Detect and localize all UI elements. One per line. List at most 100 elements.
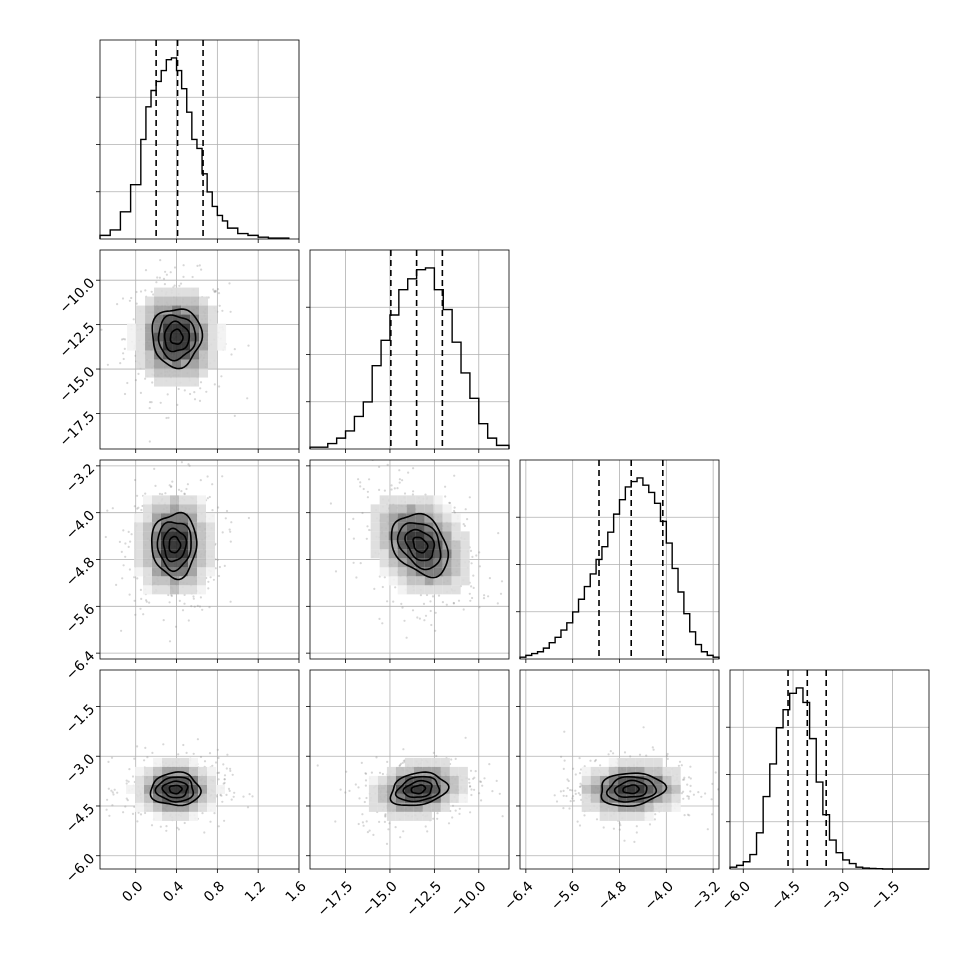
- scatter-point: [381, 585, 384, 589]
- pair-panel-0-3: [99, 669, 300, 870]
- density-cell: [581, 775, 591, 785]
- scatter-point: [230, 353, 233, 356]
- scatter-point: [131, 812, 135, 816]
- density-cell: [671, 802, 681, 812]
- density-cell: [397, 576, 407, 586]
- density-cell: [145, 359, 155, 369]
- scatter-point: [648, 823, 652, 826]
- scatter-point: [173, 284, 176, 287]
- scatter-point: [424, 614, 428, 617]
- density-cell: [162, 766, 172, 776]
- density-cell: [644, 784, 654, 794]
- scatter-point: [430, 623, 433, 627]
- density-cell: [178, 540, 188, 550]
- density-cell: [388, 576, 398, 586]
- scatter-point: [120, 629, 123, 632]
- scatter-point: [199, 479, 202, 482]
- contour-level: [163, 320, 191, 353]
- scatter-point: [122, 337, 125, 341]
- scatter-point: [135, 290, 138, 294]
- scatter-point: [347, 528, 351, 531]
- scatter-point: [208, 752, 212, 755]
- scatter-point: [186, 483, 189, 486]
- scatter-point: [359, 481, 362, 484]
- scatter-point: [206, 475, 209, 478]
- density-cell: [451, 585, 461, 595]
- scatter-point: [469, 811, 472, 814]
- density-cell: [199, 350, 209, 360]
- scatter-point: [226, 753, 229, 756]
- contour-level: [157, 314, 197, 362]
- density-cell: [653, 766, 663, 776]
- y-tick-label: −1.5: [63, 701, 98, 736]
- panel-frame: [729, 669, 930, 870]
- scatter-point: [128, 768, 131, 771]
- scatter-point: [218, 304, 221, 307]
- density-cell: [626, 757, 636, 767]
- scatter-point: [352, 561, 355, 564]
- density-cell: [172, 296, 182, 306]
- scatter-point: [424, 825, 427, 828]
- scatter-point: [682, 797, 685, 800]
- scatter-point: [365, 820, 368, 823]
- scatter-point: [134, 478, 137, 482]
- density-cell: [178, 504, 188, 514]
- scatter-point: [223, 564, 226, 568]
- x-tick-label: −17.5: [315, 878, 357, 920]
- density-cell: [160, 495, 170, 505]
- scatter-point: [125, 782, 128, 785]
- density-cell: [208, 323, 218, 333]
- scatter-point: [126, 799, 129, 802]
- scatter-point: [578, 824, 582, 827]
- density-cell: [207, 784, 217, 794]
- scatter-point: [220, 794, 223, 797]
- density-cell: [187, 504, 197, 514]
- scatter-point: [399, 836, 402, 839]
- scatter-point: [214, 761, 218, 764]
- density-cell: [145, 350, 155, 360]
- scatter-point: [225, 767, 228, 770]
- scatter-point: [683, 814, 686, 817]
- scatter-point: [159, 825, 162, 828]
- density-cell: [154, 377, 164, 387]
- scatter-point: [697, 791, 700, 794]
- hist-panel-2: [516, 459, 720, 660]
- scatter-point: [441, 601, 444, 604]
- density-cell: [207, 802, 217, 812]
- scatter-point: [651, 746, 654, 749]
- scatter-point: [689, 765, 692, 768]
- density-cell: [415, 549, 425, 559]
- scatter-point: [208, 495, 211, 499]
- density-cell: [442, 540, 452, 550]
- scatter-point: [143, 759, 146, 762]
- x-tick-label: 1.6: [283, 878, 310, 905]
- density-cell: [178, 567, 188, 577]
- density-cell: [196, 576, 206, 586]
- scatter-point: [329, 502, 332, 505]
- scatter-point: [445, 603, 448, 606]
- scatter-point: [225, 793, 228, 797]
- density-cell: [187, 531, 197, 541]
- density-cell: [142, 567, 152, 577]
- density-cell: [198, 766, 208, 776]
- scatter-point: [480, 799, 483, 802]
- density-cell: [370, 513, 380, 523]
- density-cell: [377, 793, 387, 803]
- density-cell: [406, 531, 416, 541]
- contour-level: [410, 784, 427, 795]
- density-cell: [196, 513, 206, 523]
- scatter-point: [156, 276, 159, 279]
- scatter-point: [368, 528, 371, 532]
- density-cell: [189, 811, 199, 821]
- scatter-point: [401, 606, 404, 609]
- panel-content: [310, 670, 509, 869]
- scatter-point: [105, 808, 108, 811]
- scatter-point: [432, 817, 435, 820]
- density-cell: [199, 341, 209, 351]
- scatter-point: [188, 464, 191, 467]
- scatter-point: [618, 822, 621, 825]
- scatter-point: [137, 811, 140, 814]
- scatter-point: [208, 606, 211, 609]
- density-cell: [581, 793, 591, 803]
- scatter-point: [171, 480, 174, 483]
